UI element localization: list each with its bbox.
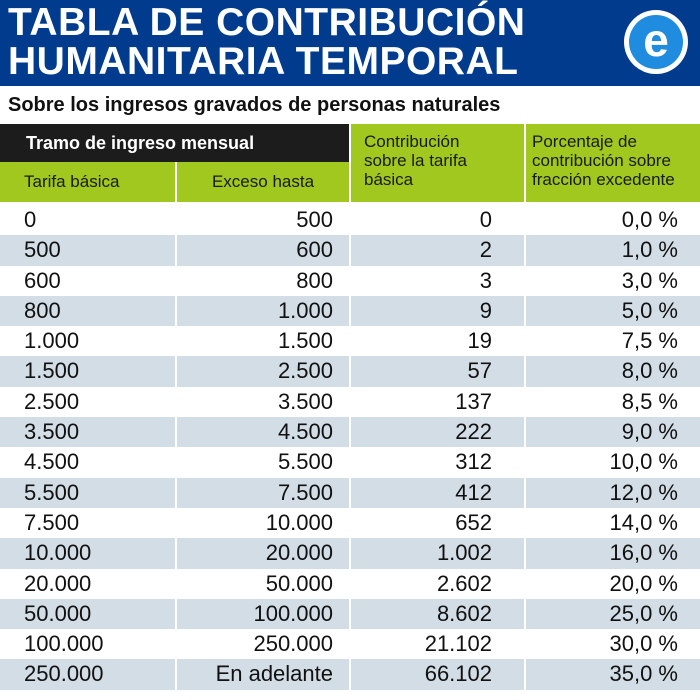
cell-contribucion: 222 [351,417,524,448]
cell-exceso-hasta: 600 [177,235,349,266]
cell-tarifa-basica: 7.500 [0,507,175,539]
brand-logo: e [624,10,688,74]
cell-contribucion: 19 [351,326,524,357]
cell-exceso-hasta: 800 [177,265,349,296]
cell-tarifa-basica: 4.500 [0,447,175,478]
cell-tarifa-basica: 100.000 [0,629,175,660]
table-row: 250.000 En adelante 66.102 35,0 % [0,659,700,690]
cell-contribucion: 652 [351,507,524,539]
cell-exceso-hasta: En adelante [177,659,349,690]
cell-contribucion: 312 [351,447,524,478]
cell-tarifa-basica: 5.500 [0,477,175,508]
table-row: 7.500 10.000 652 14,0 % [0,507,700,539]
column-header-porcentaje-line: fracción excedente [532,170,675,189]
cell-tarifa-basica: 2.500 [0,386,175,418]
cell-tarifa-basica: 1.500 [0,356,175,387]
column-header-contribucion-line: sobre la tarifa [364,151,467,170]
cell-tarifa-basica: 50.000 [0,598,175,630]
cell-exceso-hasta: 500 [177,205,349,236]
cell-contribucion: 1.002 [351,538,524,569]
cell-contribucion: 0 [351,205,524,236]
cell-porcentaje: 8,5 % [526,386,700,418]
cell-tarifa-basica: 500 [0,235,175,266]
cell-exceso-hasta: 5.500 [177,447,349,478]
title-line-2: HUMANITARIA TEMPORAL [8,40,519,83]
cell-contribucion: 8.602 [351,598,524,630]
column-header-exceso-hasta: Exceso hasta [177,162,349,202]
column-header-porcentaje-line: contribución sobre [532,151,671,170]
column-header-tarifa-basica: Tarifa básica [0,162,175,202]
cell-exceso-hasta: 10.000 [177,507,349,539]
cell-tarifa-basica: 10.000 [0,538,175,569]
cell-contribucion: 2.602 [351,568,524,599]
table-row: 4.500 5.500 312 10,0 % [0,447,700,478]
cell-porcentaje: 9,0 % [526,417,700,448]
cell-contribucion: 57 [351,356,524,387]
cell-porcentaje: 3,0 % [526,265,700,296]
column-header-contribucion: Contribución sobre la tarifa básica [351,124,524,202]
cell-tarifa-basica: 1.000 [0,326,175,357]
cell-exceso-hasta: 3.500 [177,386,349,418]
table-row: 1.000 1.500 19 7,5 % [0,326,700,357]
table-row: 600 800 3 3,0 % [0,265,700,296]
cell-exceso-hasta: 7.500 [177,477,349,508]
brand-logo-letter: e [629,15,683,69]
table-row: 800 1.000 9 5,0 % [0,295,700,327]
table-row: 5.500 7.500 412 12,0 % [0,477,700,508]
cell-contribucion: 21.102 [351,629,524,660]
cell-tarifa-basica: 3.500 [0,417,175,448]
cell-porcentaje: 20,0 % [526,568,700,599]
cell-porcentaje: 7,5 % [526,326,700,357]
table-row: 100.000 250.000 21.102 30,0 % [0,629,700,660]
cell-tarifa-basica: 600 [0,265,175,296]
cell-porcentaje: 8,0 % [526,356,700,387]
cell-exceso-hasta: 20.000 [177,538,349,569]
title-line-1: TABLA DE CONTRIBUCIÓN [8,1,526,44]
cell-exceso-hasta: 50.000 [177,568,349,599]
table-body: 0 500 0 0,0 % 500 600 2 1,0 % 600 800 3 … [0,205,700,690]
table-row: 50.000 100.000 8.602 25,0 % [0,598,700,630]
cell-tarifa-basica: 250.000 [0,659,175,690]
header-group-tramo: Tramo de ingreso mensual [0,124,349,162]
cell-porcentaje: 16,0 % [526,538,700,569]
cell-porcentaje: 25,0 % [526,598,700,630]
cell-porcentaje: 0,0 % [526,205,700,236]
table-row: 0 500 0 0,0 % [0,205,700,236]
cell-porcentaje: 5,0 % [526,295,700,327]
table-row: 20.000 50.000 2.602 20,0 % [0,568,700,599]
cell-contribucion: 412 [351,477,524,508]
table-row: 500 600 2 1,0 % [0,235,700,266]
column-header-contribucion-line: Contribución [364,132,460,151]
cell-tarifa-basica: 20.000 [0,568,175,599]
cell-contribucion: 2 [351,235,524,266]
cell-porcentaje: 1,0 % [526,235,700,266]
cell-contribucion: 3 [351,265,524,296]
title-banner: TABLA DE CONTRIBUCIÓN HUMANITARIA TEMPOR… [0,0,700,86]
cell-porcentaje: 10,0 % [526,447,700,478]
cell-tarifa-basica: 0 [0,205,175,236]
cell-exceso-hasta: 4.500 [177,417,349,448]
cell-porcentaje: 12,0 % [526,477,700,508]
table-row: 2.500 3.500 137 8,5 % [0,386,700,418]
cell-exceso-hasta: 1.500 [177,326,349,357]
table-row: 3.500 4.500 222 9,0 % [0,417,700,448]
column-header-contribucion-line: básica [364,170,414,189]
cell-contribucion: 137 [351,386,524,418]
table-row: 1.500 2.500 57 8,0 % [0,356,700,387]
cell-exceso-hasta: 1.000 [177,295,349,327]
cell-contribucion: 9 [351,295,524,327]
table-row: 10.000 20.000 1.002 16,0 % [0,538,700,569]
cell-porcentaje: 30,0 % [526,629,700,660]
cell-tarifa-basica: 800 [0,295,175,327]
cell-exceso-hasta: 250.000 [177,629,349,660]
column-header-porcentaje-line: Porcentaje de [532,132,637,151]
column-header-porcentaje: Porcentaje de contribución sobre fracció… [526,124,700,202]
cell-exceso-hasta: 2.500 [177,356,349,387]
cell-porcentaje: 14,0 % [526,507,700,539]
cell-porcentaje: 35,0 % [526,659,700,690]
cell-contribucion: 66.102 [351,659,524,690]
cell-exceso-hasta: 100.000 [177,598,349,630]
page-subtitle: Sobre los ingresos gravados de personas … [8,94,501,116]
